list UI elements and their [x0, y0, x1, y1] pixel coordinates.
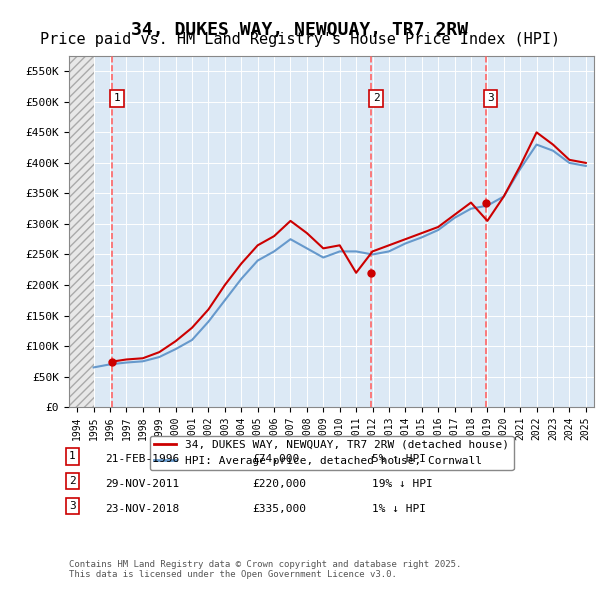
Text: Contains HM Land Registry data © Crown copyright and database right 2025.
This d: Contains HM Land Registry data © Crown c…: [69, 560, 461, 579]
Text: £74,000: £74,000: [252, 454, 299, 464]
Bar: [69, 56, 94, 407]
Text: 2: 2: [69, 476, 76, 486]
Text: £335,000: £335,000: [252, 504, 306, 514]
Text: 1: 1: [69, 451, 76, 461]
Legend: 34, DUKES WAY, NEWQUAY, TR7 2RW (detached house), HPI: Average price, detached h: 34, DUKES WAY, NEWQUAY, TR7 2RW (detache…: [149, 435, 514, 470]
Text: 34, DUKES WAY, NEWQUAY, TR7 2RW: 34, DUKES WAY, NEWQUAY, TR7 2RW: [131, 21, 469, 39]
Text: 3: 3: [487, 93, 494, 103]
Text: 5% ↑ HPI: 5% ↑ HPI: [372, 454, 426, 464]
Text: 21-FEB-1996: 21-FEB-1996: [105, 454, 179, 464]
Text: 2: 2: [373, 93, 379, 103]
Text: Price paid vs. HM Land Registry's House Price Index (HPI): Price paid vs. HM Land Registry's House …: [40, 32, 560, 47]
Text: 29-NOV-2011: 29-NOV-2011: [105, 479, 179, 489]
Text: 1: 1: [113, 93, 121, 103]
Text: £220,000: £220,000: [252, 479, 306, 489]
Text: 19% ↓ HPI: 19% ↓ HPI: [372, 479, 433, 489]
Text: 1% ↓ HPI: 1% ↓ HPI: [372, 504, 426, 514]
Text: 23-NOV-2018: 23-NOV-2018: [105, 504, 179, 514]
Text: 3: 3: [69, 501, 76, 511]
